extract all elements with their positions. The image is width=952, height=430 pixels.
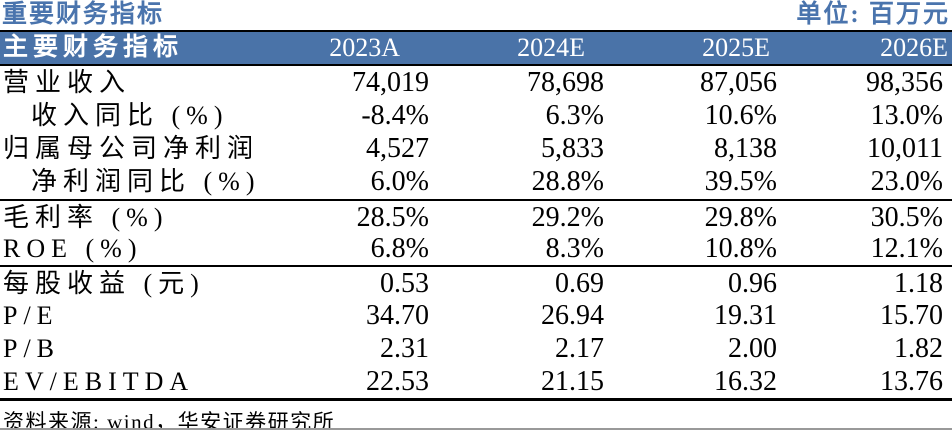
unit-label: 单位: 百万元 — [796, 1, 950, 28]
value-cell: 29.8% — [704, 201, 777, 233]
table-row: 营业收入 74,019 78,698 87,056 98,356 — [0, 66, 952, 99]
value-cell: 29.2% — [531, 201, 604, 233]
value-cell: 6.3% — [545, 99, 604, 131]
row-label: 收入同比 (%) — [31, 100, 229, 130]
table-row: 净利润同比 (%) 6.0% 28.8% 39.5% 23.0% — [0, 165, 952, 198]
value-cell: 34.70 — [366, 299, 429, 331]
header-year-2026E: 2026E — [880, 33, 948, 63]
value-cell: 13.0% — [870, 99, 943, 131]
value-cell: 6.8% — [370, 232, 429, 264]
value-cell: 26.94 — [541, 299, 604, 331]
value-cell: 0.53 — [380, 268, 429, 300]
financial-table: 主要财务指标 2023A 2024E 2025E 2026E 营业收入 74,01… — [0, 30, 952, 402]
value-cell: 10,011 — [867, 133, 943, 165]
source-note: 资料来源: wind，华安证券研究所 — [3, 410, 336, 430]
page-title: 重要财务指标 — [2, 1, 165, 28]
header-indicator-column: 主要财务指标 — [3, 34, 184, 62]
row-label: 净利润同比 (%) — [31, 167, 261, 197]
value-cell: 74,019 — [352, 66, 429, 98]
value-cell: 10.8% — [704, 232, 777, 264]
table-row: 每股收益 (元) 0.53 0.69 0.96 1.18 — [0, 265, 952, 300]
table-row: EV/EBITDA 22.53 21.15 16.32 13.76 — [0, 365, 952, 398]
value-cell: 78,698 — [527, 66, 604, 98]
title-bar: 重要财务指标 单位: 百万元 — [0, 0, 952, 30]
table-row: 毛利率 (%) 28.5% 29.2% 29.8% 30.5% — [0, 198, 952, 233]
value-cell: 8.3% — [545, 232, 604, 264]
header-year-2024E: 2024E — [517, 33, 585, 63]
value-cell: -8.4% — [361, 99, 429, 131]
value-cell: 28.5% — [356, 201, 429, 233]
row-label: 营业收入 — [3, 67, 132, 97]
value-cell: 8,138 — [714, 133, 777, 165]
value-cell: 12.1% — [870, 232, 943, 264]
value-cell: 1.18 — [894, 268, 943, 300]
value-cell: 23.0% — [870, 166, 943, 198]
table-row: ROE (%) 6.8% 8.3% 10.8% 12.1% — [0, 232, 952, 265]
value-cell: 1.82 — [894, 332, 943, 364]
value-cell: 21.15 — [541, 366, 604, 398]
value-cell: 2.17 — [555, 332, 604, 364]
value-cell: 19.31 — [714, 299, 777, 331]
row-label: P/B — [3, 333, 61, 363]
value-cell: 0.69 — [555, 268, 604, 300]
table-header-row: 主要财务指标 2023A 2024E 2025E 2026E — [0, 30, 952, 66]
value-cell: 13.76 — [880, 366, 943, 398]
value-cell: 16.32 — [714, 366, 777, 398]
value-cell: 10.6% — [704, 99, 777, 131]
value-cell: 2.31 — [380, 332, 429, 364]
value-cell: 98,356 — [866, 66, 943, 98]
value-cell: 4,527 — [366, 133, 429, 165]
table-row: 归属母公司净利润 4,527 5,833 8,138 10,011 — [0, 132, 952, 165]
value-cell: 39.5% — [704, 166, 777, 198]
table-row: P/B 2.31 2.17 2.00 1.82 — [0, 332, 952, 365]
table-body: 营业收入 74,019 78,698 87,056 98,356 收入同比 (%) -8.4… — [0, 66, 952, 402]
row-label: ROE (%) — [3, 233, 143, 263]
value-cell: 87,056 — [700, 66, 777, 98]
value-cell: 6.0% — [370, 166, 429, 198]
row-label: P/E — [3, 300, 59, 330]
table-row: P/E 34.70 26.94 19.31 15.70 — [0, 299, 952, 332]
value-cell: 30.5% — [870, 201, 943, 233]
value-cell: 28.8% — [531, 166, 604, 198]
row-label: 归属母公司净利润 — [3, 134, 260, 164]
value-cell: 15.70 — [880, 299, 943, 331]
table-row: 收入同比 (%) -8.4% 6.3% 10.6% 13.0% — [0, 99, 952, 132]
value-cell: 22.53 — [366, 366, 429, 398]
row-label: EV/EBITDA — [3, 367, 195, 397]
row-label: 毛利率 (%) — [3, 202, 169, 232]
header-year-2023A: 2023A — [329, 33, 400, 63]
header-year-2025E: 2025E — [702, 33, 770, 63]
value-cell: 2.00 — [728, 332, 777, 364]
row-label: 每股收益 (元) — [3, 269, 205, 299]
value-cell: 0.96 — [728, 268, 777, 300]
value-cell: 5,833 — [541, 133, 604, 165]
